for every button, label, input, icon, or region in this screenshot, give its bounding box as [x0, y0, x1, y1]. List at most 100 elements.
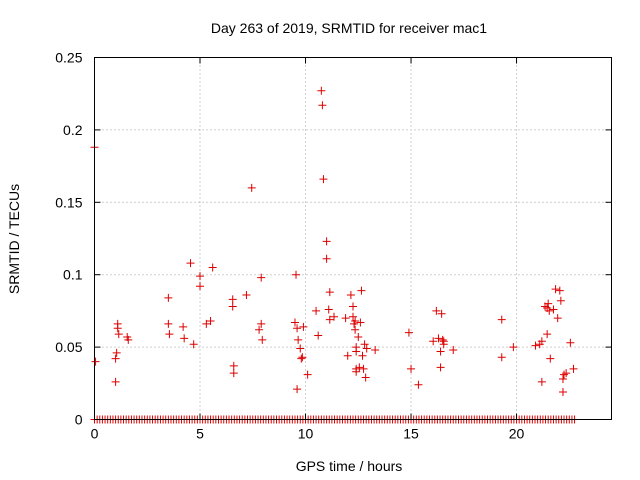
data-point	[544, 299, 553, 308]
data-point	[324, 305, 333, 314]
data-point	[312, 306, 321, 315]
data-point	[549, 305, 558, 314]
data-point	[228, 302, 237, 311]
x-axis-label: GPS time / hours	[296, 458, 403, 474]
chart-title: Day 263 of 2019, SRMTID for receiver mac…	[211, 20, 487, 36]
data-point	[537, 337, 546, 346]
data-point	[297, 354, 306, 363]
y-axis-label: SRMTID / TECUs	[6, 184, 22, 294]
data-points	[90, 86, 579, 424]
data-point	[124, 335, 133, 344]
y-tick-label: 0.05	[55, 339, 82, 355]
data-point	[371, 345, 380, 354]
data-point	[358, 351, 367, 360]
data-point	[437, 309, 446, 318]
data-point	[360, 340, 369, 349]
data-point	[318, 101, 327, 110]
data-point	[497, 353, 506, 362]
data-point	[497, 315, 506, 324]
data-point	[537, 377, 546, 386]
data-point	[293, 385, 302, 394]
data-point	[436, 363, 445, 372]
data-point	[186, 259, 195, 268]
data-point	[546, 354, 555, 363]
data-point	[566, 338, 575, 347]
x-tick-label: 0	[91, 426, 99, 442]
x-tick-label: 10	[298, 426, 314, 442]
data-point	[293, 324, 302, 333]
x-tick-label: 20	[509, 426, 525, 442]
data-point	[555, 286, 564, 295]
data-point	[229, 369, 238, 378]
grid	[94, 57, 612, 420]
data-point	[164, 293, 173, 302]
data-point	[258, 335, 267, 344]
y-tick-label: 0.2	[63, 122, 83, 138]
data-point	[434, 334, 443, 343]
data-point	[531, 341, 540, 350]
data-point	[257, 319, 266, 328]
data-point	[436, 347, 445, 356]
data-point	[438, 335, 447, 344]
data-point	[111, 377, 120, 386]
data-point	[298, 353, 307, 362]
data-point	[228, 295, 237, 304]
data-point	[414, 380, 423, 389]
data-point	[356, 318, 365, 327]
data-point	[558, 374, 567, 383]
data-point	[407, 364, 416, 373]
data-point	[112, 348, 121, 357]
data-point	[352, 343, 361, 352]
y-tick-label: 0.25	[55, 50, 82, 66]
data-point	[322, 237, 331, 246]
data-point	[404, 328, 413, 337]
data-point	[179, 322, 188, 331]
data-point	[111, 354, 120, 363]
data-point	[359, 364, 368, 373]
data-point	[357, 286, 366, 295]
data-point	[429, 337, 438, 346]
data-point	[543, 330, 552, 339]
data-point	[299, 322, 308, 331]
data-point	[349, 312, 357, 321]
data-point	[355, 363, 364, 372]
data-point	[346, 290, 355, 299]
data-point	[303, 370, 312, 379]
data-point	[553, 314, 562, 323]
data-point	[351, 325, 360, 334]
data-point	[255, 325, 264, 334]
data-point	[361, 373, 370, 382]
data-point	[196, 272, 205, 281]
data-point	[325, 288, 334, 297]
data-point	[319, 175, 328, 184]
y-tick-label: 0.1	[63, 267, 83, 283]
data-point	[558, 387, 567, 396]
data-point	[545, 306, 554, 315]
data-point	[352, 367, 361, 376]
data-point	[351, 317, 360, 326]
data-point	[290, 318, 299, 327]
data-point	[247, 183, 256, 192]
data-point	[294, 335, 303, 344]
data-point	[180, 334, 189, 343]
data-point	[242, 290, 251, 299]
data-point	[432, 306, 441, 315]
data-point	[341, 314, 350, 323]
y-tick-label: 0	[75, 412, 83, 428]
data-point	[114, 330, 123, 339]
data-point	[164, 319, 173, 328]
plot-frame	[94, 57, 612, 420]
data-point	[569, 364, 578, 373]
data-point	[257, 273, 266, 282]
data-point	[208, 263, 217, 272]
data-point	[551, 285, 560, 294]
axis-ticks: 0 5 10 15 20 0 0.05 0.1 0.15 0.2 0.25	[55, 50, 612, 442]
data-point	[449, 345, 458, 354]
data-point	[229, 361, 238, 370]
data-point	[560, 370, 569, 379]
data-point	[189, 340, 198, 349]
data-point	[330, 312, 339, 321]
data-point	[556, 296, 565, 305]
data-point	[562, 369, 571, 378]
